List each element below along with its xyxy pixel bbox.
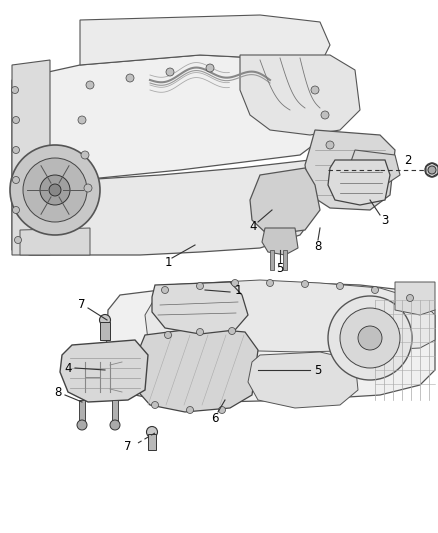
Circle shape: [86, 81, 94, 89]
Circle shape: [206, 64, 214, 72]
Circle shape: [14, 237, 21, 244]
Circle shape: [328, 296, 412, 380]
Circle shape: [301, 280, 308, 287]
Polygon shape: [135, 328, 258, 412]
Circle shape: [23, 158, 87, 222]
Bar: [112, 400, 118, 425]
Polygon shape: [348, 150, 400, 185]
Polygon shape: [240, 55, 360, 135]
Circle shape: [166, 68, 174, 76]
Polygon shape: [305, 130, 395, 210]
Circle shape: [229, 327, 236, 335]
Polygon shape: [145, 280, 435, 352]
Polygon shape: [262, 228, 298, 255]
Circle shape: [165, 332, 172, 338]
Polygon shape: [60, 340, 148, 402]
Circle shape: [266, 279, 273, 287]
Bar: [283, 250, 287, 270]
Circle shape: [84, 184, 92, 192]
Circle shape: [358, 326, 382, 350]
Circle shape: [99, 314, 110, 326]
Circle shape: [326, 141, 334, 149]
Circle shape: [340, 308, 400, 368]
Polygon shape: [395, 282, 435, 315]
Polygon shape: [250, 168, 320, 235]
Circle shape: [49, 184, 61, 196]
Text: 6: 6: [211, 411, 219, 424]
Text: 4: 4: [64, 361, 72, 375]
Circle shape: [13, 206, 20, 214]
Circle shape: [126, 74, 134, 82]
Circle shape: [11, 86, 18, 93]
Polygon shape: [12, 55, 320, 190]
Polygon shape: [248, 352, 358, 408]
Polygon shape: [12, 160, 320, 255]
Circle shape: [40, 175, 70, 205]
Polygon shape: [12, 60, 50, 255]
Text: 7: 7: [124, 440, 132, 454]
Circle shape: [311, 86, 319, 94]
Circle shape: [13, 176, 20, 183]
Bar: [79, 400, 85, 425]
Circle shape: [219, 407, 226, 414]
Text: 4: 4: [249, 221, 257, 233]
Circle shape: [425, 163, 438, 177]
Text: 5: 5: [314, 364, 321, 376]
Circle shape: [13, 117, 20, 124]
Circle shape: [232, 279, 239, 287]
Text: 3: 3: [381, 214, 389, 227]
Circle shape: [81, 151, 89, 159]
Text: 7: 7: [78, 297, 86, 311]
Circle shape: [162, 287, 169, 294]
Bar: [100, 322, 110, 340]
Polygon shape: [105, 282, 435, 402]
Text: 5: 5: [276, 262, 284, 274]
Bar: [148, 434, 156, 450]
Circle shape: [336, 282, 343, 289]
Polygon shape: [152, 282, 248, 334]
Circle shape: [321, 111, 329, 119]
Circle shape: [110, 420, 120, 430]
Text: 1: 1: [234, 284, 242, 296]
Polygon shape: [80, 15, 330, 65]
Circle shape: [10, 145, 100, 235]
Circle shape: [152, 401, 159, 408]
Text: 8: 8: [314, 239, 321, 253]
Circle shape: [77, 420, 87, 430]
Circle shape: [146, 426, 158, 438]
Circle shape: [371, 287, 378, 294]
Text: 2: 2: [404, 154, 412, 166]
Circle shape: [13, 147, 20, 154]
Circle shape: [197, 282, 204, 289]
Polygon shape: [328, 160, 390, 205]
Circle shape: [197, 328, 204, 335]
Text: 1: 1: [164, 255, 172, 269]
Circle shape: [78, 116, 86, 124]
Bar: [270, 250, 274, 270]
Circle shape: [428, 166, 436, 174]
Circle shape: [406, 295, 413, 302]
Circle shape: [187, 407, 194, 414]
Text: 8: 8: [54, 385, 62, 399]
Polygon shape: [20, 228, 90, 255]
